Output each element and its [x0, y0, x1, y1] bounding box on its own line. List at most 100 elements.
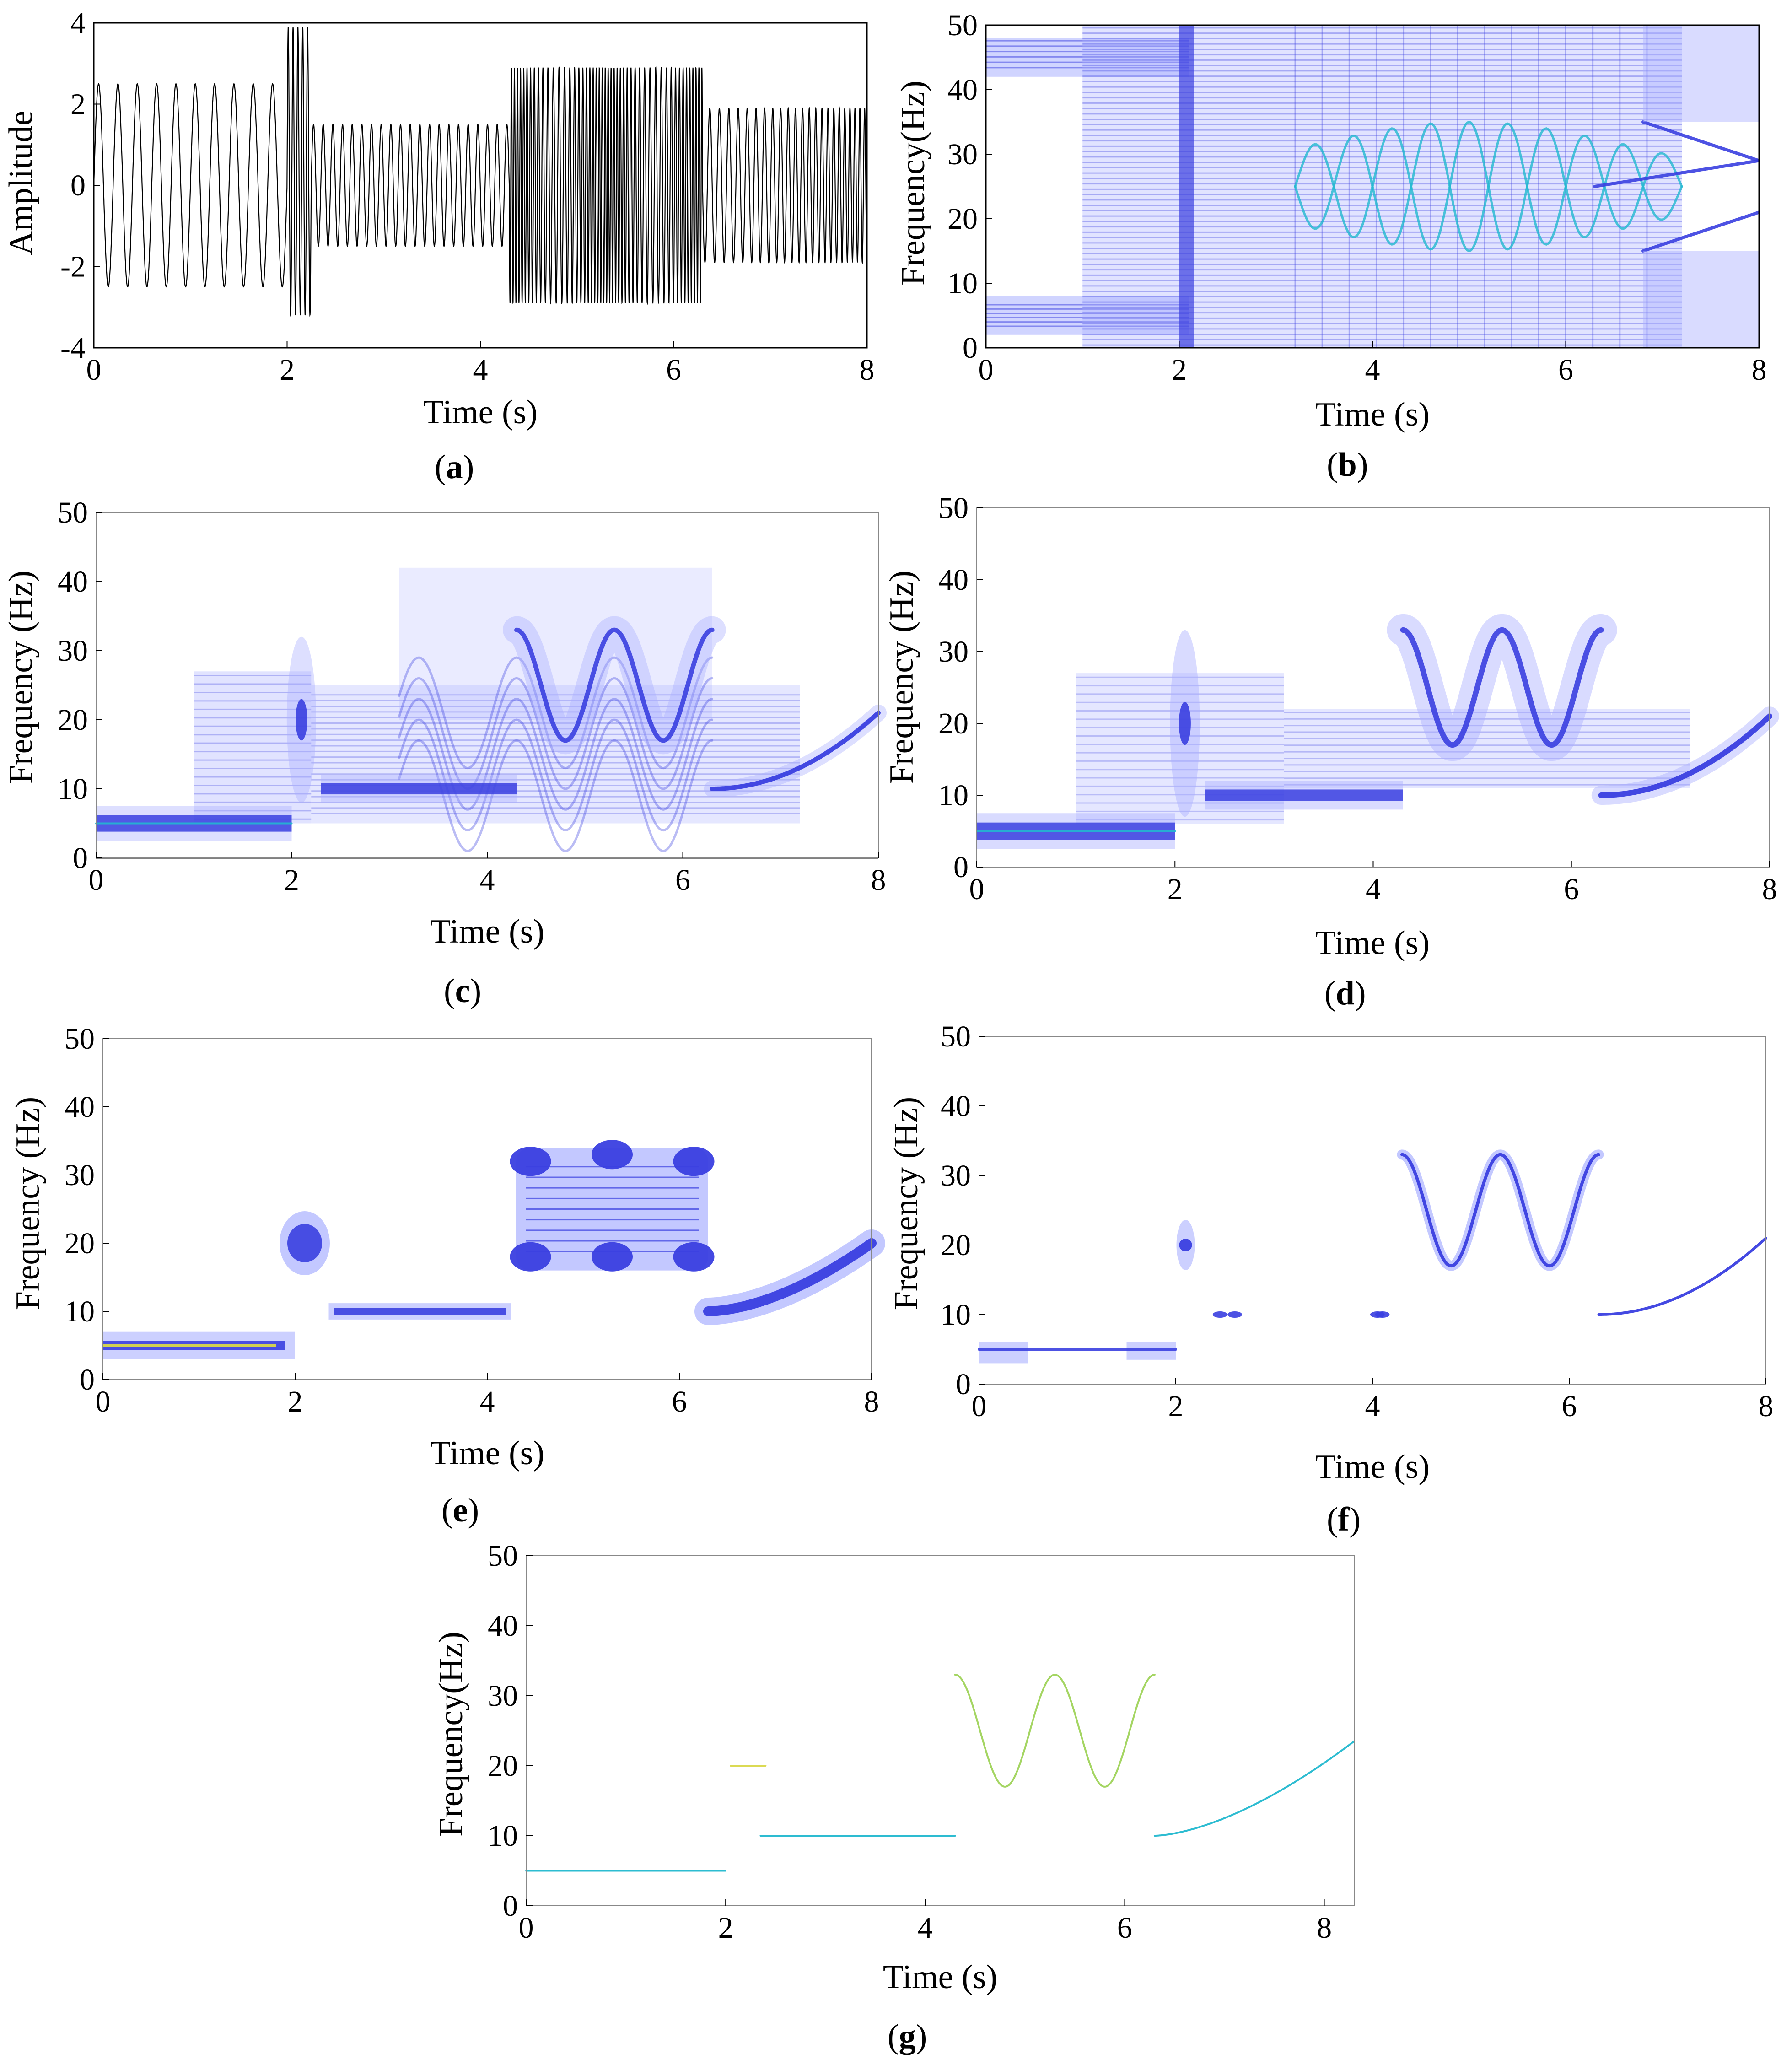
y-tick-label: 0 — [80, 1363, 95, 1396]
spectrogram-c — [95, 567, 887, 852]
y-tick-label: 50 — [947, 9, 978, 42]
x-tick-label: 8 — [1317, 1911, 1332, 1945]
fm-ridge — [1400, 1153, 1600, 1268]
x-tick-label: 2 — [280, 353, 295, 387]
x-axis-label: Time (s) — [1315, 1448, 1430, 1486]
x-tick-label: 0 — [89, 863, 104, 897]
x-tick-label: 8 — [860, 353, 875, 387]
curve-up — [1593, 159, 1759, 188]
y-tick-label: 50 — [488, 1539, 518, 1573]
x-tick-label: 4 — [1365, 353, 1380, 387]
fm-ridge — [514, 627, 715, 743]
spectrogram-b — [986, 25, 1759, 348]
panel-e: 0 2 4 6 8 0 10 20 30 40 50 Time (s) Frequency (Hz) (e… — [9, 1022, 885, 1529]
panel-b: 0 2 4 6 8 0 10 20 30 40 50 Time (s) Frequency(Hz) (b) — [894, 9, 1767, 484]
fm-spread — [1397, 1149, 1604, 1271]
cross-term-box3 — [399, 567, 712, 720]
lattice-node — [592, 1242, 633, 1272]
panel-label: (c) — [444, 972, 481, 1010]
panel-label: (e) — [441, 1492, 479, 1529]
x-tick-label: 4 — [473, 353, 488, 387]
y-tick-label: 50 — [938, 491, 969, 525]
y-tick-label: 40 — [58, 565, 88, 598]
lattice-node — [592, 1140, 633, 1170]
curve-top — [1641, 120, 1759, 162]
interference-area — [1082, 25, 1682, 348]
x-tick-label: 4 — [1366, 873, 1381, 906]
band-5hz — [986, 296, 1189, 335]
x-axis-label: Time (s) — [423, 394, 538, 431]
y-tick-label: 20 — [65, 1227, 95, 1260]
y-tick-label: 0 — [73, 841, 88, 875]
blob-20hz — [287, 1224, 322, 1262]
y-tick-label: 20 — [488, 1749, 518, 1783]
y-tick-label: 10 — [58, 772, 88, 806]
spectrogram-d — [976, 614, 1779, 849]
y-axis-label: Frequency(Hz) — [432, 1632, 470, 1837]
plot-frame — [102, 1038, 872, 1380]
x-tick-label: 2 — [1168, 1390, 1184, 1423]
panel-c: 0 2 4 6 8 0 10 20 30 40 50 Time (s) Frequency (Hz) (c… — [2, 496, 887, 1010]
x-tick-label: 0 — [969, 873, 985, 906]
y-tick-label: 40 — [941, 1089, 971, 1123]
plot-frame — [979, 1036, 1766, 1385]
lattice-node — [510, 1147, 551, 1176]
fm-cross-ridge — [398, 718, 714, 832]
x-tick-label: 6 — [672, 1385, 687, 1418]
tone-10hz — [334, 1308, 506, 1315]
y-tick-label: 0 — [956, 1368, 971, 1401]
x-axis-label: Time (s) — [1315, 924, 1430, 962]
fm-cross-ridge — [398, 677, 714, 790]
y-tick-label: 40 — [488, 1609, 518, 1643]
y-tick-label: 4 — [70, 6, 86, 40]
panel-g: 0 2 4 6 8 0 10 20 30 40 50 Time (s) Frequency(Hz) (g) — [432, 1539, 1355, 2055]
y-axis-label: Frequency (Hz) — [888, 1097, 925, 1310]
y-tick-label: 20 — [947, 202, 978, 236]
y-tick-label: 0 — [963, 331, 978, 365]
tone-10hz-dot — [1375, 1311, 1390, 1318]
x-tick-label: 0 — [979, 353, 994, 387]
lattice-node — [510, 1242, 551, 1272]
curve-bottom — [1641, 210, 1759, 253]
y-tick-label: 30 — [488, 1679, 518, 1713]
y-tick-label: 20 — [58, 703, 88, 737]
tone-5hz-spread-left — [979, 1342, 1028, 1364]
x-axis-label: Time (s) — [883, 1958, 997, 1996]
x-tick-label: 6 — [675, 863, 690, 897]
x-tick-label: 6 — [1562, 1390, 1577, 1423]
x-tick-label: 0 — [519, 1911, 534, 1945]
tone-10hz — [1205, 789, 1403, 801]
fm-ridge — [1400, 627, 1604, 748]
x-axis-label: Time (s) — [1315, 396, 1430, 433]
burst-column — [1179, 25, 1194, 348]
burst-20hz — [296, 699, 307, 741]
y-tick-label: 40 — [947, 73, 978, 107]
plot-frame — [526, 1555, 1355, 1906]
x-tick-label: 2 — [288, 1385, 303, 1418]
corner-top — [1643, 25, 1759, 122]
panel-a: 0 2 4 6 8 -4 -2 0 2 4 Time (s) Amplitude (a) — [2, 6, 875, 486]
x-tick-label: 2 — [1172, 353, 1187, 387]
fm-cross-ridge — [398, 698, 714, 811]
x-tick-label: 0 — [972, 1390, 987, 1423]
y-tick-label: -2 — [60, 250, 86, 284]
y-tick-label: 20 — [941, 1229, 971, 1262]
y-tick-label: -4 — [60, 331, 86, 365]
y-tick-label: 50 — [58, 496, 88, 529]
spectrogram-f — [978, 1149, 1767, 1364]
cross-term-box2 — [311, 685, 800, 824]
y-tick-label: 10 — [938, 779, 969, 812]
x-tick-label: 4 — [480, 863, 495, 897]
chirp-ridge — [1597, 1236, 1767, 1316]
x-tick-label: 0 — [86, 353, 102, 387]
x-tick-label: 8 — [1759, 1390, 1774, 1423]
y-tick-label: 20 — [938, 707, 969, 740]
ridge-g — [525, 1674, 1355, 1872]
x-tick-label: 2 — [718, 1911, 733, 1945]
x-tick-label: 0 — [96, 1385, 111, 1418]
x-tick-label: 8 — [1752, 353, 1767, 387]
panel-label: (a) — [435, 448, 474, 486]
tone-5hz-peak — [103, 1344, 276, 1347]
fm-cross-ridge — [398, 656, 714, 770]
